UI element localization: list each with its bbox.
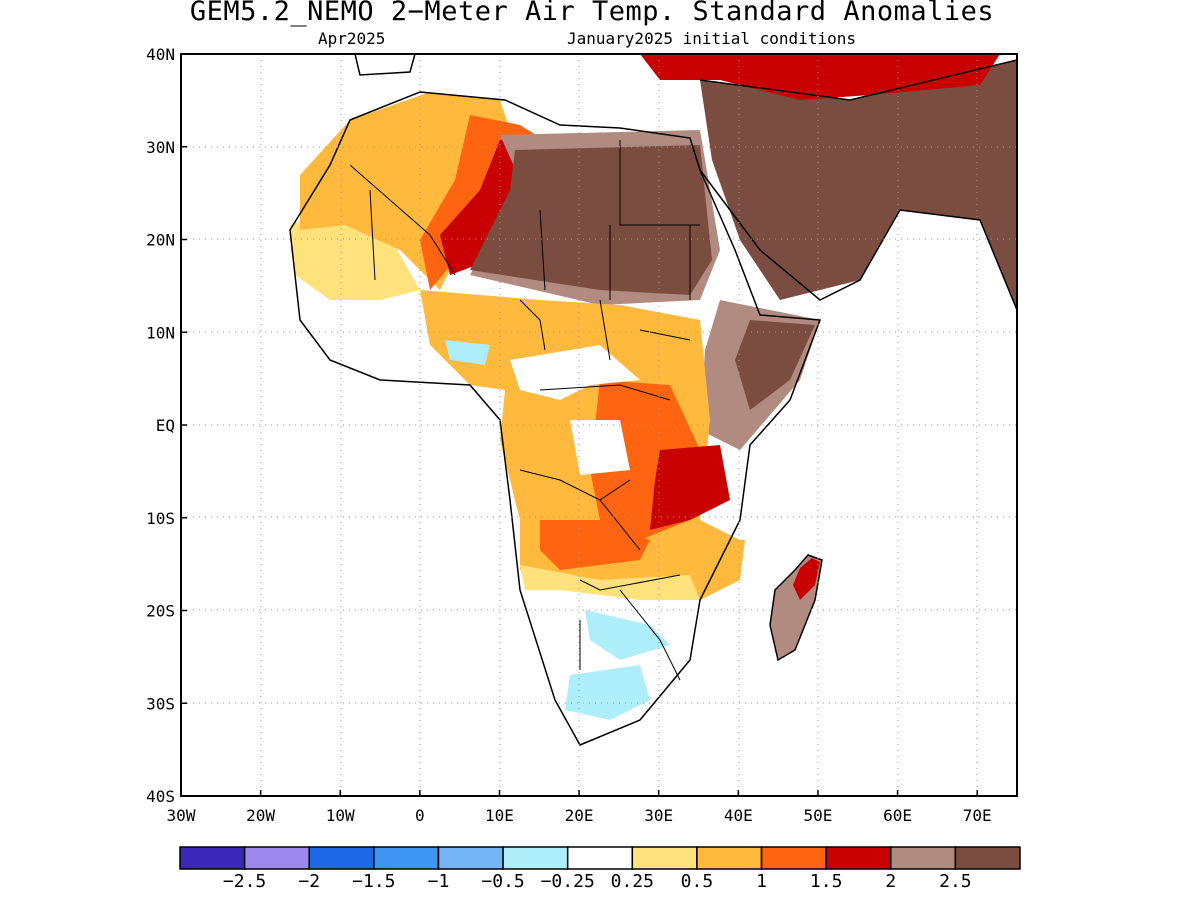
- colorbar-swatch: [696, 846, 763, 870]
- colorbar-label: 1: [756, 871, 767, 892]
- colorbar-label: −0.25: [541, 871, 595, 892]
- anomaly-field: [290, 54, 1017, 745]
- y-tick-label: 30S: [146, 694, 175, 713]
- anomaly-light-blue-west: [445, 340, 490, 365]
- colorbar-label: 0.25: [611, 871, 654, 892]
- x-tick-label: 30E: [644, 806, 673, 825]
- coastlines: [289, 54, 1017, 746]
- colorbar-swatch: [308, 846, 375, 870]
- colorbar-swatch: [631, 846, 698, 870]
- colorbar: −2.5 −2 −1.5 −1 −0.5 −0.25 0.25 0.5 1 1.5 2 2.5: [179, 846, 1021, 892]
- y-tick-label: 10S: [146, 509, 175, 528]
- x-tick-label: 70E: [963, 806, 992, 825]
- x-tick-label: 10E: [485, 806, 514, 825]
- x-tick-label: 50E: [803, 806, 832, 825]
- y-tick-label: EQ: [156, 416, 175, 435]
- y-tick-label: 40N: [146, 45, 175, 64]
- colorbar-swatch: [760, 846, 827, 870]
- x-tick-label: 20W: [246, 806, 275, 825]
- anomaly-yellow: [290, 205, 420, 300]
- anomaly-brown-sahara: [470, 145, 712, 295]
- colorbar-swatch: [566, 846, 634, 870]
- x-tick-label: 40E: [724, 806, 753, 825]
- madagascar-red: [793, 558, 820, 600]
- anomaly-light-blue-south: [565, 665, 650, 720]
- anomaly-yellow-south: [520, 565, 700, 600]
- colorbar-swatch: [179, 846, 246, 870]
- colorbar-swatch: [890, 846, 957, 870]
- y-tick-label: 20S: [146, 602, 175, 621]
- init-conditions-label: January2025 initial conditions: [567, 29, 856, 48]
- colorbar-swatch: [825, 846, 892, 870]
- colorbar-label: 1.5: [810, 871, 843, 892]
- anomaly-red-mideast: [640, 54, 1000, 100]
- y-tick-label: 30N: [146, 138, 175, 157]
- valid-month-label: Apr2025: [318, 29, 386, 48]
- colorbar-swatch: [954, 846, 1021, 870]
- x-axis: 30W 20W 10W 0 10E 20E 30E 40E 50E 60E 70E: [167, 790, 992, 825]
- anomaly-brown-horn-dark: [735, 320, 815, 410]
- anomaly-orange-mozambique: [690, 540, 745, 600]
- y-axis: 40N 30N 20N 10N EQ 10S 20S 30S 40S: [146, 45, 187, 806]
- colorbar-label: −0.5: [481, 871, 524, 892]
- y-tick-label: 20N: [146, 231, 175, 250]
- graticule: [181, 54, 1017, 796]
- x-tick-label: 20E: [565, 806, 594, 825]
- anomaly-brown-arabia: [700, 60, 1017, 310]
- y-tick-label: 10N: [146, 323, 175, 342]
- colorbar-label: 2.5: [939, 871, 972, 892]
- anomaly-white-congo: [570, 420, 630, 475]
- y-tick-label: 40S: [146, 787, 175, 806]
- chart-title: GEM5.2_NEMO 2−Meter Air Temp. Standard A…: [189, 0, 995, 27]
- anomaly-light-blue-kalahari: [585, 610, 670, 660]
- colorbar-swatch: [243, 846, 310, 870]
- anomaly-red-east: [650, 445, 730, 530]
- colorbar-label: −1: [428, 871, 450, 892]
- colorbar-label: −2: [298, 871, 320, 892]
- colorbar-swatch: [437, 846, 504, 870]
- x-tick-label: 0: [415, 806, 425, 825]
- colorbar-label: 2: [885, 871, 896, 892]
- colorbar-label: −1.5: [352, 871, 395, 892]
- x-tick-label: 10W: [326, 806, 355, 825]
- colorbar-label: 0.5: [681, 871, 714, 892]
- x-tick-label: 60E: [883, 806, 912, 825]
- anomaly-white-central: [510, 345, 640, 400]
- colorbar-label: −2.5: [223, 871, 266, 892]
- x-tick-label: 30W: [167, 806, 196, 825]
- country-borders: [349, 140, 700, 681]
- anomaly-dark-orange-south: [540, 520, 650, 570]
- colorbar-swatch: [373, 846, 440, 870]
- colorbar-swatch: [502, 846, 569, 870]
